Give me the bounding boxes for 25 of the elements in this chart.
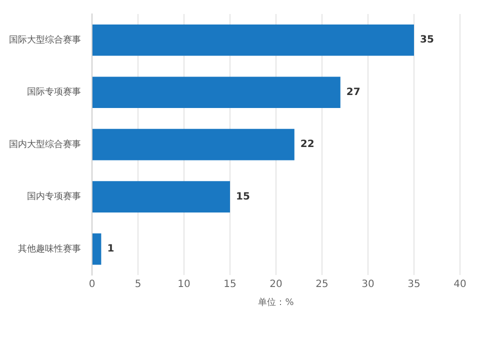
x-tick-label: 20 — [270, 278, 282, 290]
x-tick-label: 25 — [316, 278, 328, 290]
x-tick-label: 0 — [88, 278, 96, 290]
x-tick-label: 30 — [362, 278, 374, 290]
y-tick-label: 其他趣味性赛事 — [18, 243, 81, 254]
bar — [92, 233, 102, 265]
x-tick-label: 35 — [408, 278, 420, 290]
bar — [92, 181, 230, 213]
y-tick-label: 国际专项赛事 — [27, 86, 81, 98]
bar — [92, 128, 294, 160]
bar — [92, 24, 414, 56]
y-tick-label: 国内专项赛事 — [27, 191, 81, 202]
data-label: 1 — [107, 244, 114, 255]
x-tick-label: 40 — [454, 278, 466, 290]
data-label: 22 — [300, 139, 314, 150]
x-axis-title: 单位：% — [258, 296, 294, 308]
y-tick-label: 国内大型综合赛事 — [9, 138, 81, 150]
bar — [92, 76, 340, 108]
data-label: 15 — [236, 191, 250, 202]
y-tick-label: 国际大型综合赛事 — [9, 34, 81, 46]
data-label: 27 — [346, 86, 360, 98]
x-tick-label: 15 — [224, 278, 236, 290]
x-tick-label: 10 — [178, 278, 190, 290]
data-label: 35 — [420, 34, 434, 46]
x-tick-label: 5 — [134, 278, 142, 290]
